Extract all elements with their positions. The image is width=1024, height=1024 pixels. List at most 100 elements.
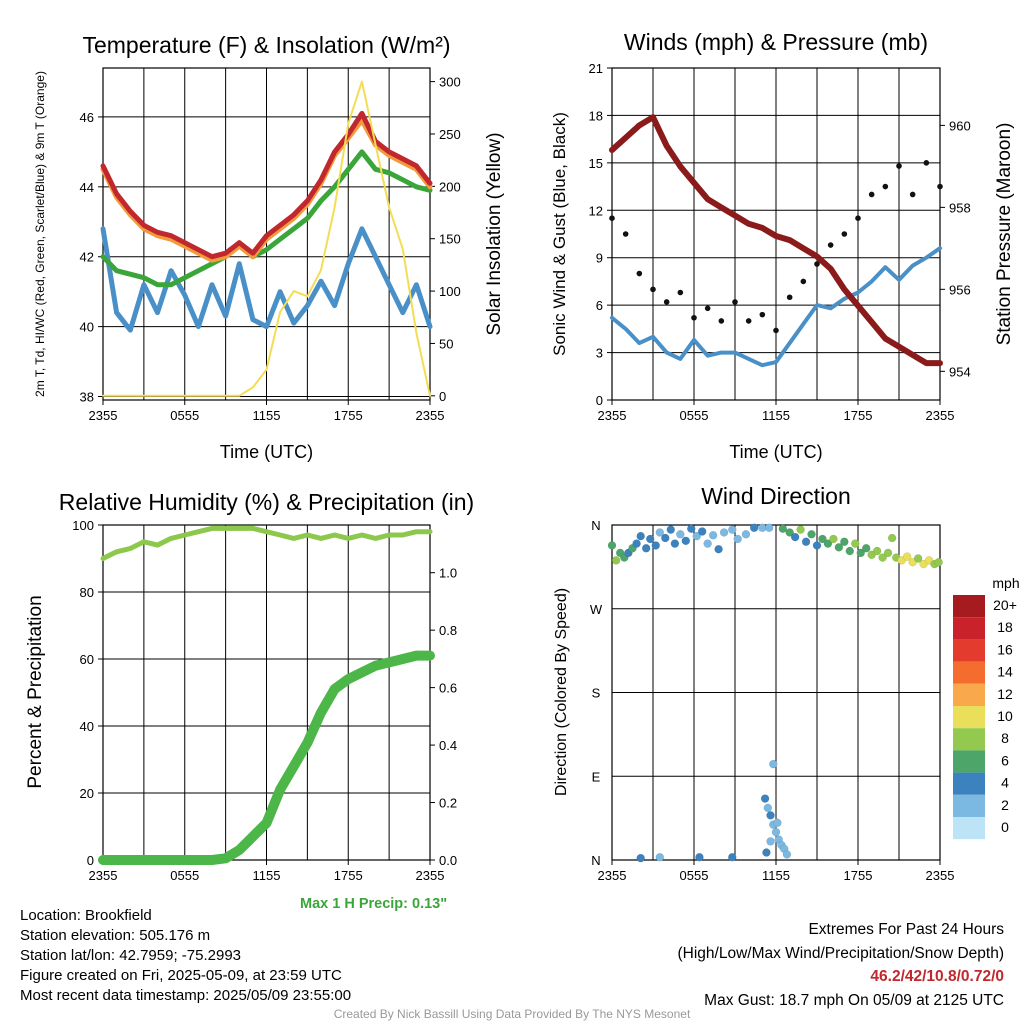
x-tick-label: 0555 [170,408,199,423]
y-tick-label: N [591,518,600,533]
direction-point [695,852,704,862]
direction-point [778,524,788,533]
gust-point [841,231,848,237]
direction-point [872,546,882,556]
max-precip-note: Max 1 H Precip: 0.13" [300,896,448,912]
y2-tick-label: 956 [949,282,971,297]
x-tick-label: 2355 [89,868,118,883]
y2-tick-label: 100 [439,284,461,299]
extremes-subtitle: (High/Low/Max Wind/Precipitation/Snow De… [677,944,1005,962]
direction-point [834,543,844,552]
direction-point [766,837,775,846]
y2-tick-label: 0.4 [439,738,457,753]
extremes-title: Extremes For Past 24 Hours [808,921,1004,938]
direction-point [785,528,794,537]
legend-swatch [953,772,985,795]
created-text: Figure created on Fri, 2025-05-09, at 23… [20,967,342,984]
direction-point [681,536,691,546]
direction-point [763,803,773,813]
direction-point [878,553,887,562]
wind-chill-series [100,226,433,333]
credit-text: Created By Nick Bassill Using Data Provi… [333,1007,691,1021]
gust-point [663,299,670,305]
direction-point [611,556,621,565]
y2-tick-label: 958 [949,200,971,215]
gust-point [896,163,902,169]
x-tick-label: 1155 [253,408,281,423]
direction-point [764,523,774,533]
legend-swatch [953,639,985,662]
chart-title: Relative Humidity (%) & Precipitation (i… [59,489,474,515]
gust-point [923,160,930,166]
direction-point [760,794,770,803]
y-tick-label: 12 [589,203,603,218]
x-tick-label: 1755 [334,408,363,423]
direction-point [796,525,805,534]
y-axis-label: Sonic Wind & Gust (Blue, Black) [550,112,569,356]
direction-point [801,537,811,546]
direction-point [636,531,645,541]
direction-point [749,523,759,533]
legend-label: 16 [997,641,1013,657]
direction-point [697,527,707,536]
y2-tick-label: 954 [949,364,971,379]
y-tick-label: 20 [80,786,94,801]
gust-point [745,318,752,324]
direction-point [762,848,771,857]
gust-point [827,242,834,248]
x-tick-label: 0555 [680,868,709,883]
direction-point [902,552,912,561]
gust-point [814,261,820,267]
y-tick-label: E [592,769,601,784]
legend-label: 0 [1001,819,1009,835]
direction-point [887,533,897,543]
gust-point [773,327,779,334]
y-tick-label: N [591,853,600,868]
gust-point [759,311,766,318]
direction-point [733,534,742,544]
y-tick-label: W [590,602,603,617]
legend-swatch [953,617,985,640]
y-tick-label: 46 [80,110,94,125]
x-tick-label: 1155 [762,868,790,883]
extremes-values: 46.2/42/10.8/0.72/0 [870,968,1004,985]
y-tick-label: 0 [87,853,94,868]
x-tick-label: 0555 [170,868,199,883]
gust-point [622,231,629,237]
direction-point [807,530,816,539]
legend-swatch [953,661,985,684]
direction-point [823,539,833,548]
dewpoint-series [100,149,433,288]
y-tick-label: 38 [80,390,94,405]
solar-series [102,80,431,397]
direction-point [655,852,665,862]
y-axis-label: 2m T, Td, HI/WC (Red, Green, Scarlet/Blu… [33,71,47,397]
y2-tick-label: 200 [439,179,461,194]
x-tick-label: 2355 [598,408,627,423]
direction-point [632,539,641,548]
direction-point [934,557,943,567]
direction-point [607,541,617,550]
elevation-text: Station elevation: 505.176 m [20,927,211,944]
gust-point [732,299,738,305]
gust-point [691,314,697,321]
direction-point [812,541,822,550]
gust-point [650,286,656,293]
x-tick-label: 1755 [844,868,873,883]
station-info: Location: Brookfield Station elevation: … [20,906,351,1006]
y-tick-label: 40 [80,320,94,335]
y2-axis-label: Solar Insolation (Yellow) [484,132,505,335]
chart-title: Wind Direction [701,483,851,509]
direction-point [741,530,751,539]
gust-point [868,191,875,198]
y2-tick-label: 1.0 [439,566,457,581]
direction-point [703,539,712,548]
y-tick-label: 9 [596,251,603,266]
legend-swatch [953,817,985,840]
latlon-text: Station lat/lon: 42.7959; -75.2993 [20,947,242,964]
x-tick-label: 1755 [334,868,363,883]
y2-tick-label: 960 [949,118,971,133]
pressure-series [609,114,943,367]
y-axis-label: Percent & Precipitation [25,595,46,788]
